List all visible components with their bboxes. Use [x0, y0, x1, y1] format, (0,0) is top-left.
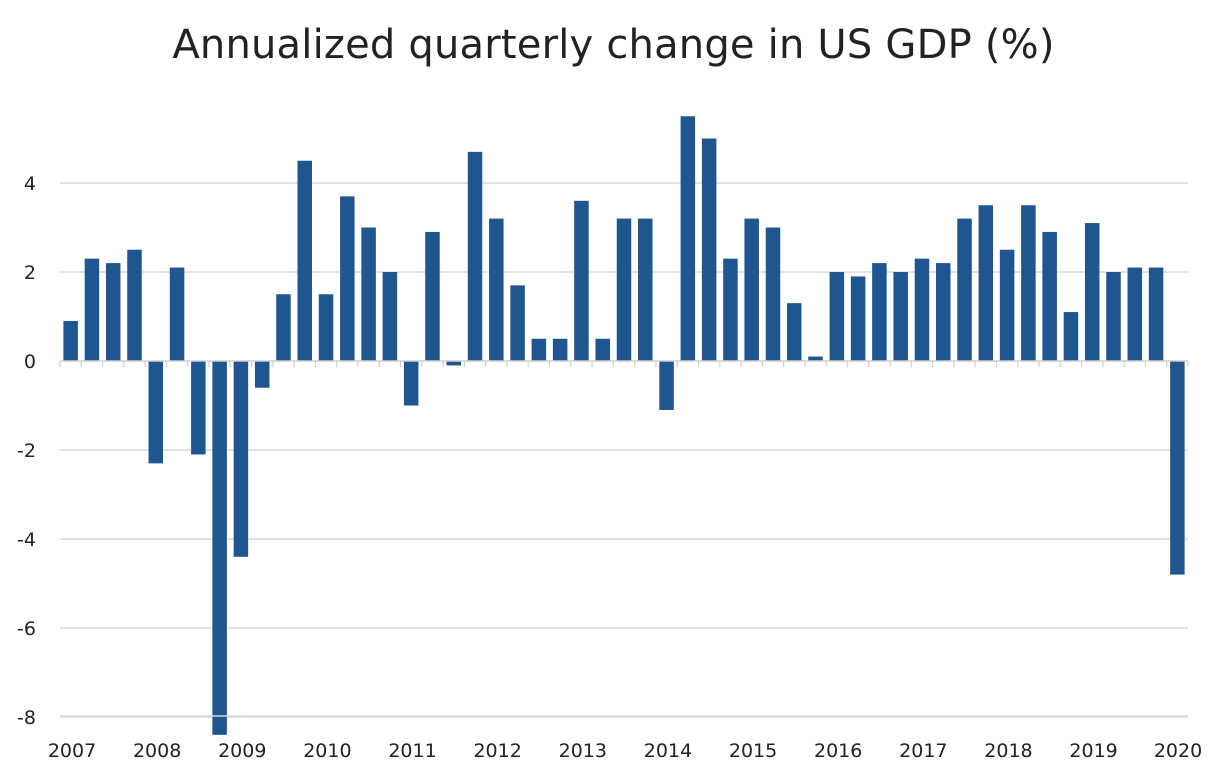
bar: [616, 218, 632, 361]
y-tick-label: -2: [17, 440, 36, 462]
bar: [403, 361, 419, 406]
y-tick-label: -8: [17, 707, 36, 729]
bar: [127, 249, 142, 361]
x-tick-label: 2018: [984, 740, 1032, 762]
x-tick-label: 2017: [899, 740, 947, 762]
bar: [105, 263, 121, 361]
bar: [446, 361, 461, 366]
bar: [340, 196, 355, 361]
bar: [978, 205, 994, 361]
bar: [531, 338, 547, 361]
x-tick-label: 2008: [133, 740, 181, 762]
bar: [382, 272, 398, 361]
x-tick-label: 2013: [559, 740, 607, 762]
bar: [254, 361, 270, 388]
x-tick-label: 2020: [1154, 740, 1202, 762]
bar: [1084, 223, 1100, 361]
bar: [1106, 272, 1121, 361]
bar: [872, 263, 887, 361]
bar: [233, 361, 249, 557]
x-tick-label: 2009: [218, 740, 266, 762]
bar: [595, 338, 610, 361]
x-tick-label: 2011: [388, 740, 436, 762]
bar: [744, 218, 759, 361]
bar: [1063, 312, 1079, 361]
bar: [1127, 267, 1143, 361]
bar: [957, 218, 972, 361]
bar: [212, 361, 227, 735]
bar: [808, 356, 823, 361]
bar: [787, 303, 802, 361]
bar: [893, 272, 908, 361]
bar: [552, 338, 568, 361]
x-axis-ticks: 2007 2008 2009 2010 2011 2012 2013 2014 2015 2016…: [48, 740, 1202, 762]
bar: [701, 138, 717, 361]
y-tick-label: -4: [17, 529, 36, 551]
bar: [1042, 231, 1057, 361]
bar: [638, 218, 653, 361]
bar: [680, 116, 696, 361]
bar: [914, 258, 930, 361]
bar: [361, 227, 376, 361]
x-axis: [59, 360, 1189, 717]
bar: [999, 249, 1015, 361]
bar: [574, 200, 589, 361]
bar: [829, 272, 845, 361]
x-tick-label: 2007: [48, 740, 96, 762]
bar: [148, 361, 164, 464]
bar: [489, 218, 504, 361]
bar: [467, 151, 483, 361]
y-tick-label: 0: [24, 351, 36, 373]
bar: [191, 361, 206, 455]
x-tick-label: 2015: [729, 740, 777, 762]
chart-title: Annualized quarterly change in US GDP (%…: [172, 22, 1055, 68]
x-tick-label: 2012: [473, 740, 521, 762]
x-tick-label: 2019: [1069, 740, 1117, 762]
bar: [318, 294, 334, 361]
y-tick-label: 2: [24, 262, 36, 284]
bar: [723, 258, 738, 361]
bar: [169, 267, 185, 361]
bar: [510, 285, 525, 361]
bar: [850, 276, 866, 361]
bar: [84, 258, 100, 361]
y-tick-label: 4: [24, 173, 36, 195]
bar: [425, 231, 440, 361]
bar: [276, 294, 291, 361]
y-tick-label: -6: [17, 618, 36, 640]
bars: [63, 116, 1185, 735]
bar: [659, 361, 674, 410]
bar: [63, 320, 78, 361]
x-tick-label: 2016: [814, 740, 862, 762]
bar: [1021, 205, 1036, 361]
bar: [1148, 267, 1164, 361]
bar: [1170, 361, 1185, 575]
y-axis-ticks: 4 2 0 -2 -4 -6 -8: [17, 173, 36, 729]
x-tick-label: 2010: [303, 740, 351, 762]
x-tick-label: 2014: [644, 740, 692, 762]
bar: [297, 160, 313, 361]
bar: [765, 227, 781, 361]
bar: [935, 263, 951, 361]
